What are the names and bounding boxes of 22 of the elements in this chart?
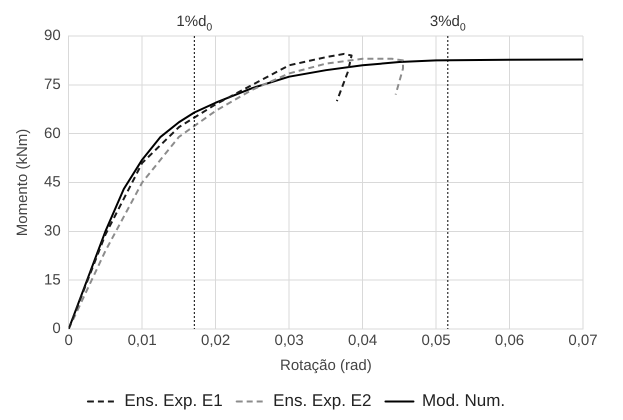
- legend-label: Ens. Exp. E1: [124, 391, 223, 410]
- line-series: [68, 52, 353, 329]
- y-tick-label: 90: [44, 27, 61, 44]
- y-tick-label: 0: [52, 320, 61, 338]
- x-axis-title: Rotação (rad): [280, 357, 372, 374]
- y-tick-label: 45: [44, 174, 61, 191]
- line-series: [68, 58, 404, 329]
- x-tick-label: 0,03: [274, 332, 304, 350]
- x-tick-label: 0,07: [568, 332, 598, 350]
- y-tick-label: 15: [44, 271, 61, 288]
- x-tick-label: 0,05: [421, 332, 451, 350]
- y-tick-label: 30: [44, 222, 61, 240]
- legend-label: Mod. Num.: [422, 391, 506, 410]
- x-tick-label: 0: [64, 332, 73, 350]
- x-tick-label: 0,02: [201, 332, 230, 350]
- x-tick-label: 0,04: [348, 332, 378, 350]
- y-tick-label: 60: [44, 124, 61, 142]
- x-tick-label: 0,06: [494, 332, 524, 350]
- y-axis-title: Momento (kNm): [14, 128, 32, 236]
- x-tick-label: 0,01: [128, 332, 157, 350]
- legend-label: Ens. Exp. E2: [273, 391, 372, 410]
- y-tick-label: 75: [44, 76, 61, 93]
